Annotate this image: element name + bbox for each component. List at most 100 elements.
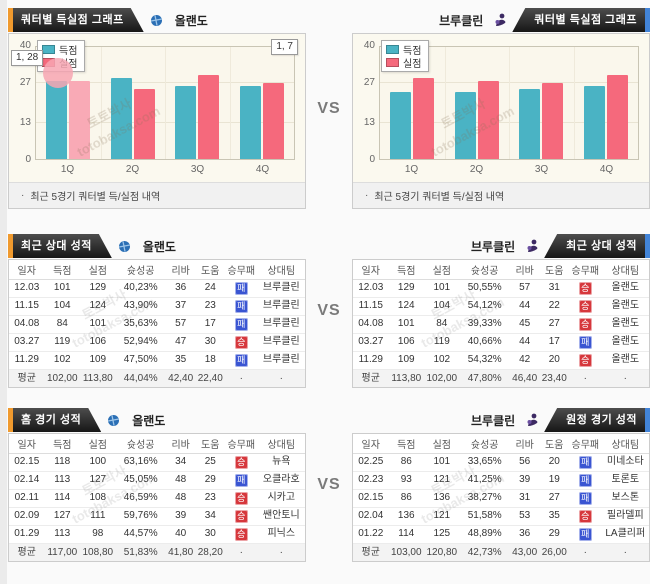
table-cell: 27 [539, 315, 570, 334]
brooklyn-recent-table: 일자 득점 실점 슛성공 리바 도움 승무패 상대팀 12.03 129 101 50,55% 57 31… [353, 260, 649, 387]
table-cell: 23 [195, 489, 226, 508]
table-cell: 35 [539, 507, 570, 526]
bar-scored-4Q [583, 86, 605, 159]
column-header: 도움 [539, 434, 570, 454]
table-cell: 37 [165, 297, 196, 316]
brooklyn-team-icon [525, 413, 540, 427]
orange-accent-bar [8, 234, 13, 258]
table-cell: 41,25% [459, 471, 510, 490]
table-cell: 42 [509, 351, 540, 370]
table-cell: 51,83% [115, 543, 166, 561]
bar-group-3Q [165, 47, 230, 159]
chart-tooltip: 1, 28 [11, 50, 44, 66]
table-cell: 20 [539, 351, 570, 370]
y-tick-label: 27 [363, 77, 375, 89]
table-cell: 평균 [353, 369, 389, 387]
table-cell: 40,66% [459, 333, 510, 352]
column-header: 리바 [165, 260, 196, 280]
loss-badge: 패 [578, 491, 592, 505]
table-cell: 패 [569, 333, 602, 352]
table-cell: 121 [424, 507, 460, 526]
table-cell: 패 [569, 471, 602, 490]
table-cell: 23,40 [539, 369, 570, 387]
bar-scored-1Q [46, 80, 68, 159]
x-tick-label: 4Q [255, 164, 270, 175]
legend-swatch [386, 58, 399, 67]
loss-badge: 패 [578, 335, 592, 349]
table-header-row: 일자 득점 실점 슛성공 리바 도움 승무패 상대팀 [353, 260, 649, 280]
table-header-row: 일자 득점 실점 슛성공 리바 도움 승무패 상대팀 [9, 434, 305, 454]
home-tab-left-label: 홈 경기 성적 [21, 414, 82, 426]
chart-tab-right: 쿼터별 득실점 그래프 [512, 8, 650, 32]
column-header: 일자 [9, 434, 45, 454]
orlando-recent-header: 최근 상대 성적 올랜도 [8, 234, 306, 258]
win-badge: 승 [578, 317, 592, 331]
table-cell: 38,27% [459, 489, 510, 508]
table-cell: 48 [165, 471, 196, 490]
table-cell: 01.29 [9, 525, 45, 544]
bar-conceded-4Q [262, 83, 284, 159]
win-badge: 승 [234, 527, 248, 541]
table-cell: 111 [80, 507, 116, 526]
brooklyn-recent-table-box: 일자 득점 실점 슛성공 리바 도움 승무패 상대팀 12.03 129 101 50,55% 57 31… [352, 259, 650, 388]
table-cell: 03.27 [9, 333, 45, 352]
y-tick-label: 13 [363, 116, 375, 128]
bar-scored-3Q [519, 89, 541, 159]
table-cell: 42,73% [459, 543, 510, 561]
table-cell: 136 [424, 489, 460, 508]
table-row: 02.15 86 136 38,27% 31 27 패 보스톤 [353, 489, 649, 508]
y-tick-label: 0 [25, 154, 31, 165]
table-cell: 브루클린 [257, 333, 305, 352]
table-cell: 평균 [9, 543, 45, 561]
table-cell: 125 [424, 525, 460, 544]
loss-badge: 패 [234, 281, 248, 295]
win-badge: 승 [234, 509, 248, 523]
bar-group-1Q [36, 47, 101, 159]
table-cell: 109 [80, 351, 116, 370]
column-header: 득점 [44, 260, 81, 280]
blue-accent-bar [645, 234, 650, 258]
table-cell: 84 [424, 315, 460, 334]
table-cell: 39,33% [459, 315, 510, 334]
table-cell: 102,00 [424, 369, 460, 387]
gridline [229, 47, 231, 159]
home-away-section: 홈 경기 성적 올랜도 일자 득점 실점 슛성공 리바 도움 승무패 상대팀 02.15 118 1… [8, 408, 650, 562]
loss-badge: 패 [234, 299, 248, 313]
table-cell: 브루클린 [257, 315, 305, 334]
orange-accent-bar [8, 408, 13, 432]
table-cell: 43,90% [115, 297, 166, 316]
table-cell: 18 [195, 351, 226, 370]
table-cell: 44 [509, 333, 540, 352]
table-cell: 101 [44, 279, 81, 298]
table-cell: 쌘안토니 [257, 507, 305, 526]
table-cell: 39 [509, 471, 540, 490]
x-tick-label: 2Q [469, 164, 484, 175]
orlando-home-table-box: 일자 득점 실점 슛성공 리바 도움 승무패 상대팀 02.15 118 100 63,16% 34 25… [8, 433, 306, 562]
table-cell: 올랜도 [601, 279, 649, 298]
orlando-team-icon [148, 14, 165, 27]
x-tick-label: 4Q [599, 164, 614, 175]
win-badge: 승 [578, 353, 592, 367]
table-cell: 118 [44, 453, 81, 472]
chart-tab-right-label: 쿼터별 득실점 그래프 [534, 14, 637, 26]
table-cell: 평균 [9, 369, 45, 387]
loss-badge: 패 [578, 473, 592, 487]
y-tick-label: 27 [19, 77, 31, 89]
table-cell: 101 [424, 453, 460, 472]
blue-accent-bar [645, 408, 650, 432]
table-row: 02.25 86 101 33,65% 56 20 패 미네소타 [353, 453, 649, 472]
table-cell: · [569, 543, 602, 561]
blue-accent-bar [645, 8, 650, 32]
table-cell: 44,57% [115, 525, 166, 544]
column-header: 승무패 [569, 260, 602, 280]
table-row: 12.03 101 129 40,23% 36 24 패 브루클린 [9, 279, 305, 298]
y-tick-label: 40 [19, 40, 31, 51]
table-cell: 42,40 [165, 369, 196, 387]
brooklyn-team-icon [493, 13, 508, 27]
bar-scored-4Q [239, 86, 261, 159]
bullet: · [21, 190, 25, 201]
table-cell: 101 [388, 315, 425, 334]
table-cell: 29 [539, 525, 570, 544]
y-tick-label: 13 [19, 116, 31, 128]
